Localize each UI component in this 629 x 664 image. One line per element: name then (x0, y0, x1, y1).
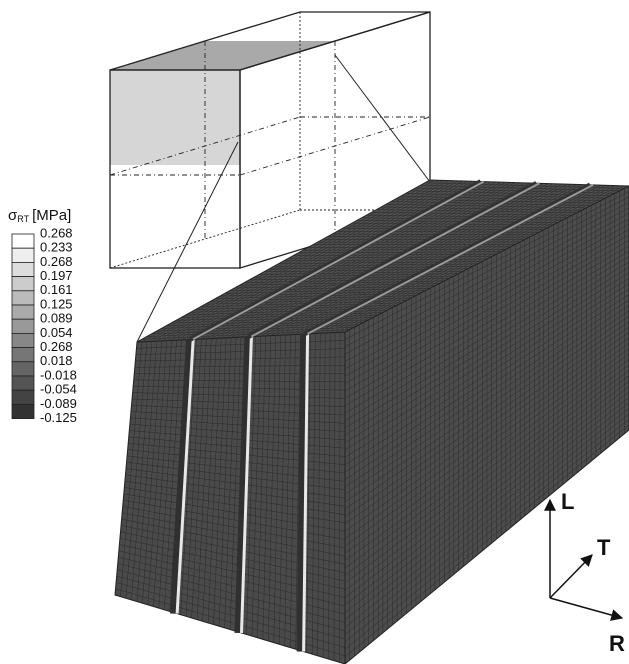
axis-arrow (550, 598, 622, 618)
legend-swatch (12, 333, 34, 347)
shaded-top (110, 41, 335, 70)
legend-swatch (12, 277, 34, 291)
legend-label: -0.125 (40, 410, 77, 425)
legend-label: -0.018 (40, 367, 77, 382)
legend-unit: [MPa] (32, 207, 71, 224)
legend-label: 0.089 (40, 311, 73, 326)
shaded-front (110, 70, 240, 165)
legend-label: 0.268 (40, 225, 73, 240)
legend-swatch (12, 362, 34, 376)
legend-label: 0.125 (40, 296, 73, 311)
legend-label: 0.233 (40, 240, 73, 255)
legend-swatch (12, 305, 34, 319)
legend-subscript: RT (17, 214, 29, 224)
legend-label: 0.268 (40, 254, 73, 269)
figure: σRT[MPa] 0.2680.2330.2680.1970.1610.1250… (0, 0, 629, 664)
legend-label: 0.018 (40, 353, 73, 368)
legend-swatch (12, 291, 34, 305)
orientation-axes (550, 500, 622, 618)
legend-label: 0.054 (40, 325, 73, 340)
legend-title: σRT[MPa] (8, 207, 71, 224)
legend-label: 0.161 (40, 282, 73, 297)
legend-swatch (12, 248, 34, 262)
legend-swatch (12, 404, 34, 418)
axis-label: L (561, 489, 574, 514)
legend-swatch (12, 348, 34, 362)
legend-swatch (12, 262, 34, 276)
axis-arrow (550, 555, 592, 598)
fe-mesh-block (115, 180, 629, 664)
legend-swatch (12, 319, 34, 333)
axis-label: T (597, 535, 611, 560)
legend-label: 0.268 (40, 339, 73, 354)
axis-label: R (609, 631, 625, 656)
legend: σRT[MPa] 0.2680.2330.2680.1970.1610.1250… (8, 207, 77, 425)
legend-swatch (12, 376, 34, 390)
legend-swatch (12, 234, 34, 248)
legend-label: -0.089 (40, 396, 77, 411)
legend-label: 0.197 (40, 268, 73, 283)
zoom-line (335, 55, 430, 182)
legend-swatch (12, 390, 34, 404)
legend-label: -0.054 (40, 382, 77, 397)
